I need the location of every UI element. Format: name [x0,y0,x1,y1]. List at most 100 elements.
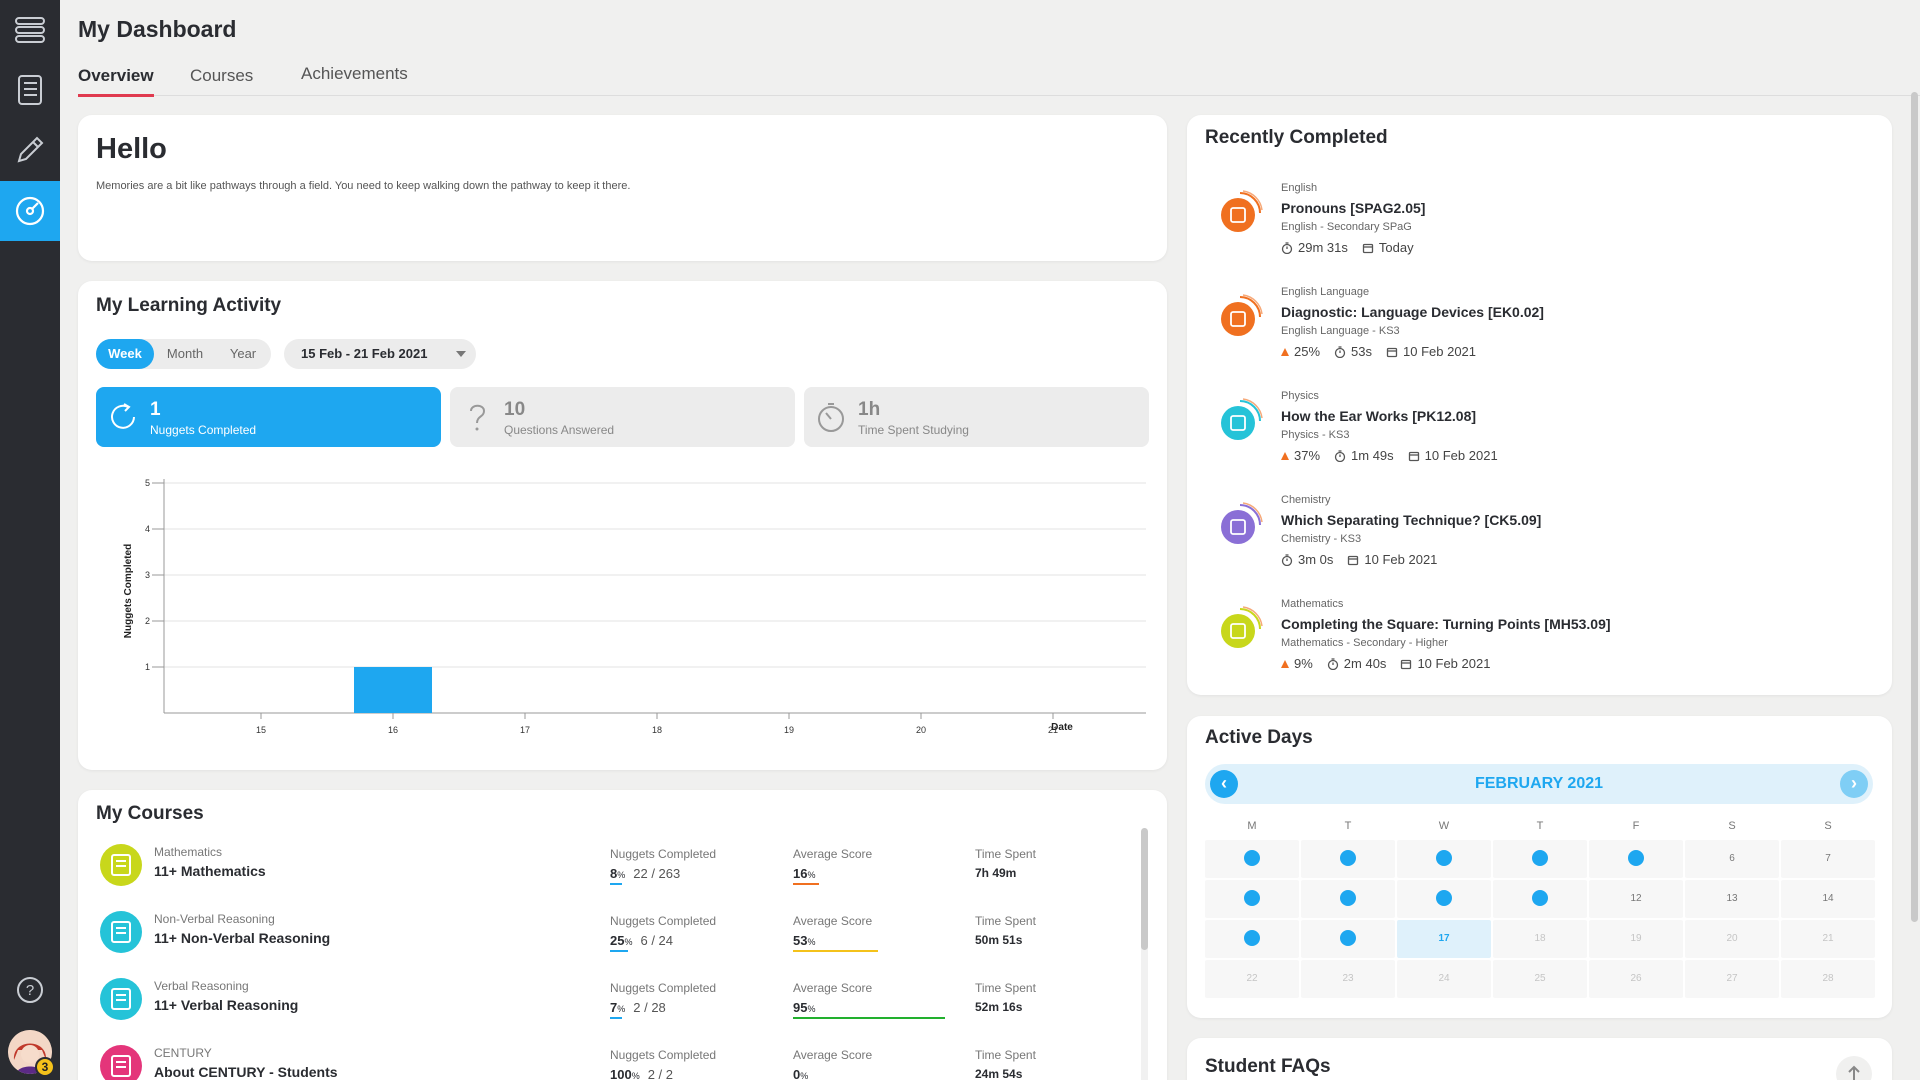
time-spent-value: 24m 54s [975,1067,1023,1080]
courses-scrollbar[interactable] [1141,828,1148,950]
course-row[interactable]: Non-Verbal Reasoning 11+ Non-Verbal Reaso… [96,907,1096,967]
calendar-day[interactable]: 26 [1589,960,1683,998]
sidebar-item-help[interactable]: ? [0,960,60,1020]
calendar-day[interactable]: 17 [1397,920,1491,958]
calendar-day-active[interactable] [1589,840,1683,878]
recent-item[interactable]: Physics How the Ear Works [PK12.08] Physic… [1217,390,1817,490]
page-title: My Dashboard [78,16,237,42]
score-indicator: 37% [1281,448,1320,463]
recent-item[interactable]: Chemistry Which Separating Technique? [CK… [1217,494,1817,594]
sidebar-item-courses[interactable] [0,60,60,120]
active-day-dot [1244,890,1260,907]
recent-course: Mathematics - Secondary - Higher [1281,637,1448,649]
time-spent-value: 50m 51s [975,933,1023,947]
calendar-day-active[interactable] [1397,880,1491,918]
recent-title: How the Ear Works [PK12.08] [1281,408,1477,424]
calendar-day-active[interactable] [1493,880,1587,918]
calendar-day-active[interactable] [1205,840,1299,878]
calendar-day-number: 20 [1726,933,1738,944]
courses-scroll-track[interactable] [1141,828,1148,1080]
chart-bar [354,667,432,713]
calendar-day[interactable]: 6 [1685,840,1779,878]
recent-item[interactable]: Mathematics Completing the Square: Turnin… [1217,598,1817,698]
calendar-day[interactable]: 7 [1781,840,1875,878]
recent-item[interactable]: English Language Diagnostic: Language Dev… [1217,286,1817,386]
chart-y-axis-label: Nuggets Completed [123,544,134,638]
calendar-day-active[interactable] [1205,920,1299,958]
calendar-day[interactable]: 27 [1685,960,1779,998]
calendar-day[interactable]: 25 [1493,960,1587,998]
calendar-day[interactable]: 19 [1589,920,1683,958]
date-range-select[interactable]: 15 Feb - 21 Feb 2021 [284,339,476,369]
calendar-day[interactable]: 21 [1781,920,1875,958]
calendar-day[interactable]: 24 [1397,960,1491,998]
notebook-icon [18,75,42,105]
recent-date: 10 Feb 2021 [1364,552,1438,567]
calendar-day-active[interactable] [1301,920,1395,958]
page-scrollbar[interactable] [1911,92,1918,922]
calendar-day[interactable]: 12 [1589,880,1683,918]
active-day-dot [1340,930,1356,947]
nuggets-bar-chart: Nuggets Completed Date 1 2 3 4 5 15 16 17 18 19 20… [123,478,1146,735]
calendar-icon [1362,243,1374,253]
course-row[interactable]: Mathematics 11+ Mathematics Nuggets Comple… [96,840,1096,900]
chart-x-tick-label: 19 [784,725,794,735]
calendar-day[interactable]: 23 [1301,960,1395,998]
stat-time-spent[interactable]: 1h Time Spent Studying [804,387,1149,447]
sidebar-item-assignments[interactable] [0,120,60,180]
calendar-day[interactable]: 18 [1493,920,1587,958]
average-score-header: Average Score [793,981,873,995]
stat-nuggets-completed[interactable]: 1 Nuggets Completed [96,387,441,447]
course-row[interactable]: CENTURY About CENTURY - Students Nuggets C… [96,1041,1096,1080]
period-year-button[interactable]: Year [229,346,257,361]
calendar-day-active[interactable] [1205,880,1299,918]
score-indicator: 9% [1281,656,1313,671]
recent-date: 10 Feb 2021 [1424,448,1498,463]
calendar-day-number: 6 [1729,853,1735,864]
calendar-day-active[interactable] [1397,840,1491,878]
svg-text:?: ? [26,982,34,999]
subject-icon [1221,398,1263,440]
calendar-day[interactable]: 14 [1781,880,1875,918]
calendar-day[interactable]: 13 [1685,880,1779,918]
calendar-day-active[interactable] [1301,880,1395,918]
recent-score: 25% [1294,344,1321,359]
period-month-button[interactable]: Month [166,346,204,361]
calendar-day-active[interactable] [1301,840,1395,878]
period-week-button[interactable]: Week [96,339,154,369]
tab-bar: Overview Courses Achievements [78,56,1920,97]
tab-achievements[interactable]: Achievements [301,64,408,83]
calendar-next-button[interactable]: › [1840,770,1868,798]
active-day-dot [1532,850,1548,867]
calendar-day[interactable]: 28 [1781,960,1875,998]
active-day-dot [1532,890,1548,907]
tab-overview[interactable]: Overview [78,66,154,97]
sidebar-item-dashboard[interactable] [0,181,60,241]
recent-score: 37% [1294,448,1321,463]
tab-courses[interactable]: Courses [190,66,254,85]
nuggets-count: 2 / 2 [647,1067,674,1080]
faq-expand-button[interactable] [1836,1056,1872,1080]
stat-questions-answered[interactable]: 10 Questions Answered [450,387,795,447]
calendar-day[interactable]: 20 [1685,920,1779,958]
score-progress-bar [793,883,819,885]
recent-meta: 37% 1m 49s 10 Feb 2021 [1281,448,1498,463]
score-indicator: 25% [1281,344,1320,359]
recent-duration: 1m 49s [1351,448,1394,463]
calendar-day[interactable]: 22 [1205,960,1299,998]
learning-activity-title: My Learning Activity [96,295,282,316]
course-row[interactable]: Verbal Reasoning 11+ Verbal Reasoning Nugg… [96,974,1096,1034]
recent-subject: English Language [1281,286,1370,298]
calendar-prev-button[interactable]: ‹ [1210,770,1238,798]
recent-score: 9% [1294,656,1313,671]
active-day-dot [1628,850,1644,867]
average-score-header: Average Score [793,847,873,861]
active-days-title: Active Days [1205,727,1313,748]
help-icon: ? [17,977,43,1003]
hello-title: Hello [96,133,167,165]
calendar-day-active[interactable] [1493,840,1587,878]
subject-icon [1221,606,1263,648]
recent-item[interactable]: English Pronouns [SPAG2.05] English - Seco… [1217,182,1817,282]
time-spent-header: Time Spent [975,914,1036,928]
sidebar-item-pathways[interactable] [0,0,60,60]
